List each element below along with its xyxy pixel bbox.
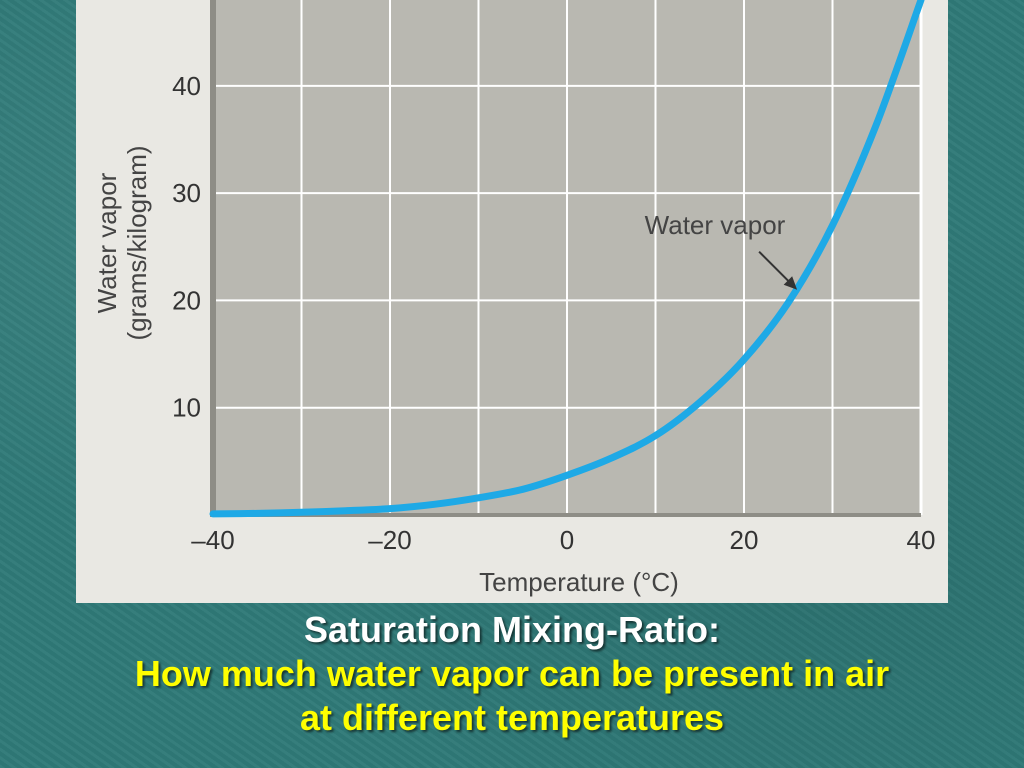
tick-labels: –40 –20 0 20 40 10 20 30 40: [172, 71, 935, 555]
annotation-label: Water vapor: [645, 210, 786, 240]
x-tick-label: –40: [191, 525, 234, 555]
x-tick-label: 20: [730, 525, 759, 555]
y-axis-title-line2: (grams/kilogram): [122, 145, 152, 340]
saturation-chart: –40 –20 0 20 40 10 20 30 40 Water vapor Temperat…: [92, 0, 935, 597]
y-tick-label: 10: [172, 393, 201, 423]
y-axis-line: [210, 0, 216, 516]
water-vapor-curve: [209, 0, 925, 518]
annotation-arrowhead: [783, 276, 798, 290]
slide-caption: Saturation Mixing-Ratio: How much water …: [0, 608, 1024, 740]
x-axis-title: Temperature (°C): [479, 567, 679, 597]
x-tick-label: 0: [560, 525, 574, 555]
caption-subtitle-line1: How much water vapor can be present in a…: [134, 653, 890, 694]
chart-panel: –40 –20 0 20 40 10 20 30 40 Water vapor Temperat…: [76, 0, 948, 603]
caption-subtitle-line2: at different temperatures: [299, 697, 725, 738]
y-tick-label: 30: [172, 178, 201, 208]
caption-title: Saturation Mixing-Ratio:: [304, 609, 720, 650]
grid-lines: [213, 0, 923, 515]
x-tick-label: –20: [368, 525, 411, 555]
x-axis-line: [210, 513, 921, 517]
annotation-arrow: [758, 250, 794, 287]
y-axis-title-line1: Water vapor: [92, 172, 122, 313]
y-tick-label: 40: [172, 71, 201, 101]
x-tick-label: 40: [907, 525, 936, 555]
y-tick-label: 20: [172, 285, 201, 315]
